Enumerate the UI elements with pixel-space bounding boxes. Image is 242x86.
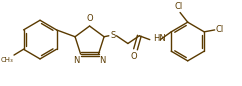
Text: O: O	[86, 14, 93, 23]
Text: S: S	[110, 31, 115, 40]
Text: CH₃: CH₃	[0, 57, 13, 63]
Text: Cl: Cl	[175, 2, 183, 11]
Text: N: N	[73, 56, 80, 65]
Text: N: N	[99, 56, 106, 65]
Text: Cl: Cl	[216, 25, 224, 34]
Text: HN: HN	[154, 34, 166, 43]
Text: O: O	[130, 52, 137, 61]
